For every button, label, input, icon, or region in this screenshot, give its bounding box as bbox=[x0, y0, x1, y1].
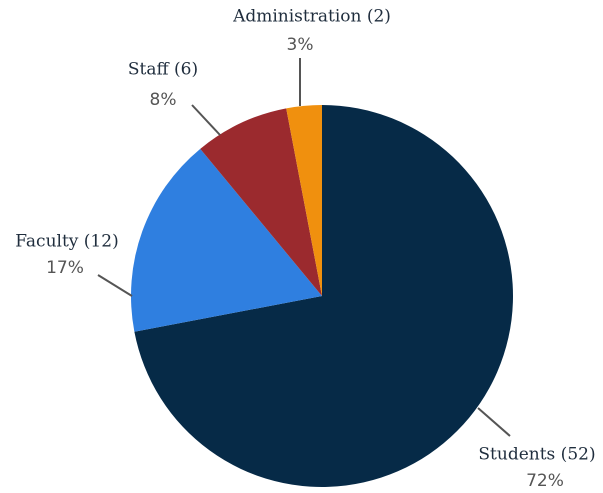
leader-line bbox=[477, 407, 511, 437]
slice-label: Students (52) bbox=[478, 445, 595, 465]
slice-label: Staff (6) bbox=[128, 60, 198, 80]
pie-slice bbox=[131, 148, 322, 332]
slice-percent: 17% bbox=[46, 258, 84, 278]
leader-line bbox=[97, 274, 133, 297]
pie-slice bbox=[286, 105, 322, 296]
slice-percent: 3% bbox=[287, 35, 314, 55]
pie-slice bbox=[200, 108, 322, 296]
pie-slice bbox=[134, 105, 514, 488]
slice-label: Administration (2) bbox=[232, 7, 391, 27]
slice-percent: 72% bbox=[526, 471, 564, 491]
slice-label: Faculty (12) bbox=[15, 232, 118, 252]
slice-percent: 8% bbox=[150, 90, 177, 110]
leader-line bbox=[191, 104, 221, 136]
